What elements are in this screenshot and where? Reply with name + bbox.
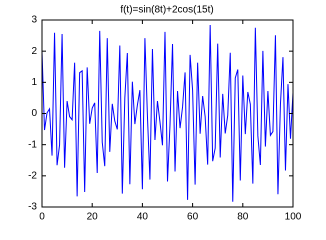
y-tick-label: 2 bbox=[31, 46, 37, 57]
y-tick-label: 3 bbox=[31, 15, 37, 26]
x-tick-label: 40 bbox=[137, 212, 149, 223]
x-tick-label: 60 bbox=[187, 212, 199, 223]
y-tick-label: -2 bbox=[28, 170, 37, 181]
x-tick-label: 20 bbox=[87, 212, 99, 223]
y-tick-label: 0 bbox=[31, 108, 37, 119]
y-tick-label: -1 bbox=[28, 139, 37, 150]
chart-title: f(t)=sin(8t)+2cos(15t) bbox=[120, 5, 213, 16]
data-line bbox=[41, 24, 294, 202]
y-tick-label: 1 bbox=[31, 77, 37, 88]
x-tick-label: 100 bbox=[285, 212, 302, 223]
page: f(t)=sin(8t)+2cos(15t) -3 -2 -1 0 1 2 3 0 20 40 60… bbox=[28, 4, 302, 223]
y-tick-label: -3 bbox=[28, 202, 37, 213]
x-tick-label: 0 bbox=[39, 212, 45, 223]
x-tick-label: 80 bbox=[237, 212, 249, 223]
chart: f(t)=sin(8t)+2cos(15t) -3 -2 -1 0 1 2 3 0 20 40 60… bbox=[28, 4, 302, 223]
